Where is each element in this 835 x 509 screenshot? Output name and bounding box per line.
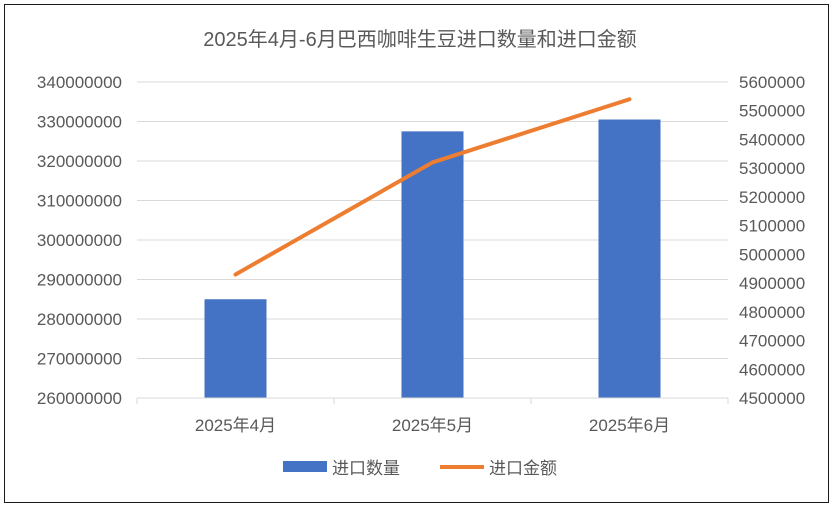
y-right-tick-label: 4700000 <box>739 332 805 351</box>
x-category-label: 2025年5月 <box>392 416 473 435</box>
y-right-tick-label: 5300000 <box>739 159 805 178</box>
y-left-tick-label: 310000000 <box>37 192 122 211</box>
y-right-tick-label: 4500000 <box>739 389 805 408</box>
y-right-tick-label: 5400000 <box>739 130 805 149</box>
y-right-tick-label: 4800000 <box>739 303 805 322</box>
bar-3 <box>598 119 661 399</box>
y-left-tick-label: 340000000 <box>37 73 122 92</box>
y-right-tick-label: 5000000 <box>739 245 805 264</box>
chart-title: 2025年4月-6月巴西咖啡生豆进口数量和进口金额 <box>203 28 636 51</box>
x-category-label: 2025年6月 <box>589 416 670 435</box>
y-left-tick-label: 300000000 <box>37 231 122 250</box>
legend-bar-swatch <box>283 461 327 472</box>
y-right-tick-label: 5600000 <box>739 73 805 92</box>
y-left-tick-label: 270000000 <box>37 350 122 369</box>
y-left-tick-label: 330000000 <box>37 113 122 132</box>
y-right-tick-label: 4900000 <box>739 274 805 293</box>
y-right-tick-label: 5500000 <box>739 102 805 121</box>
bar-1 <box>204 299 267 398</box>
bar-2 <box>401 131 464 398</box>
y-left-tick-label: 260000000 <box>37 389 122 408</box>
x-category-label: 2025年4月 <box>195 416 276 435</box>
y-left-tick-label: 320000000 <box>37 152 122 171</box>
y-right-tick-label: 4600000 <box>739 360 805 379</box>
y-right-tick-label: 5200000 <box>739 188 805 207</box>
line-layer <box>233 97 632 277</box>
legend-label-amount: 进口金额 <box>489 459 557 478</box>
legend: 进口数量 进口金额 <box>283 459 557 478</box>
amount-line <box>233 97 632 277</box>
y-right-tick-label: 5100000 <box>739 217 805 236</box>
y-left-tick-label: 290000000 <box>37 271 122 290</box>
bars-layer <box>204 119 661 399</box>
axis-layer: 340000000 330000000 320000000 310000000 3000… <box>37 73 805 435</box>
y-left-tick-label: 280000000 <box>37 310 122 329</box>
legend-label-quantity: 进口数量 <box>332 459 400 478</box>
